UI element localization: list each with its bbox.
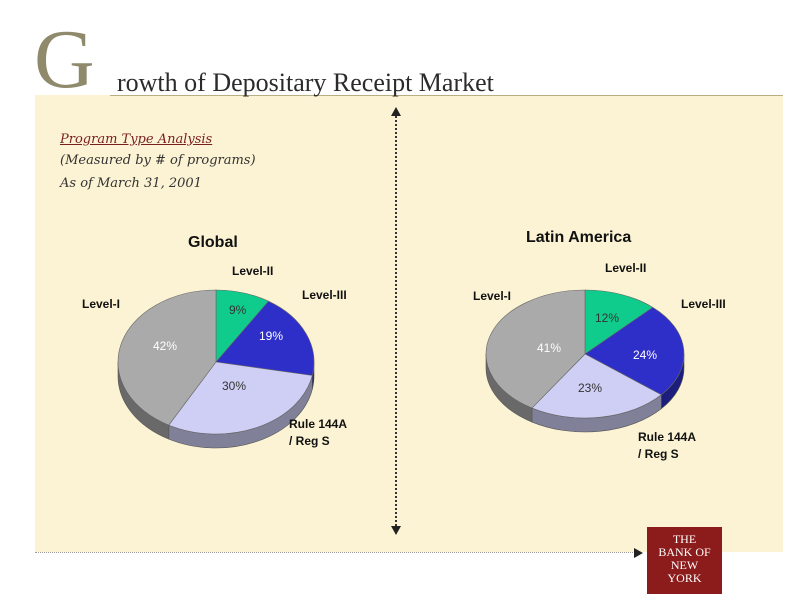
footer-arrow bbox=[634, 548, 643, 558]
slice-value-label: 9% bbox=[229, 303, 247, 317]
slice-value-label: 42% bbox=[153, 339, 177, 353]
slice-value-label: 12% bbox=[595, 311, 619, 325]
slice-label: Level-I bbox=[473, 289, 511, 303]
slice-label: Level-II bbox=[605, 261, 646, 275]
pie-slice bbox=[168, 361, 313, 435]
slice-label: / Reg S bbox=[638, 447, 679, 461]
pie-slice bbox=[485, 289, 586, 409]
pie-slice bbox=[584, 289, 654, 355]
footer-rule bbox=[35, 552, 635, 554]
slice-label: Level-II bbox=[232, 264, 273, 278]
chart-title: Latin America bbox=[526, 229, 631, 246]
slice-label: / Reg S bbox=[289, 434, 330, 448]
subtitle-measure: (Measured by # of programs) bbox=[60, 153, 256, 168]
title-initial: G bbox=[34, 13, 95, 106]
logo-line: THE bbox=[672, 532, 697, 546]
logo-line: BANK OF bbox=[658, 545, 711, 559]
slice-value-label: 23% bbox=[578, 381, 602, 395]
slice-label: Level-III bbox=[681, 297, 726, 311]
title-rule bbox=[110, 95, 783, 96]
slice-label: Level-III bbox=[302, 288, 347, 302]
slice-label: Rule 144A bbox=[638, 430, 696, 444]
slice-value-label: 30% bbox=[222, 379, 246, 393]
bank-logo: THE BANK OF NEW YORK bbox=[647, 527, 722, 594]
slice-label: Rule 144A bbox=[289, 417, 347, 431]
slice-value-label: 19% bbox=[259, 329, 283, 343]
page-title: rowth of Depositary Receipt Market bbox=[117, 68, 494, 97]
pie-slice bbox=[117, 289, 217, 426]
logo-line: YORK bbox=[667, 571, 702, 585]
subtitle-date: As of March 31, 2001 bbox=[60, 176, 202, 191]
divider-arrow-up bbox=[391, 107, 401, 116]
slice-value-label: 41% bbox=[537, 341, 561, 355]
divider-arrow-down bbox=[391, 526, 401, 535]
slice-value-label: 24% bbox=[633, 348, 657, 362]
pie-slice bbox=[531, 353, 662, 419]
chart-divider bbox=[395, 116, 397, 526]
chart-title: Global bbox=[188, 234, 238, 251]
subtitle-program-type: Program Type Analysis bbox=[60, 132, 213, 147]
slice-label: Level-I bbox=[82, 297, 120, 311]
pie-slice bbox=[584, 306, 685, 396]
pie-slice bbox=[215, 300, 315, 376]
logo-line: NEW bbox=[670, 558, 699, 572]
